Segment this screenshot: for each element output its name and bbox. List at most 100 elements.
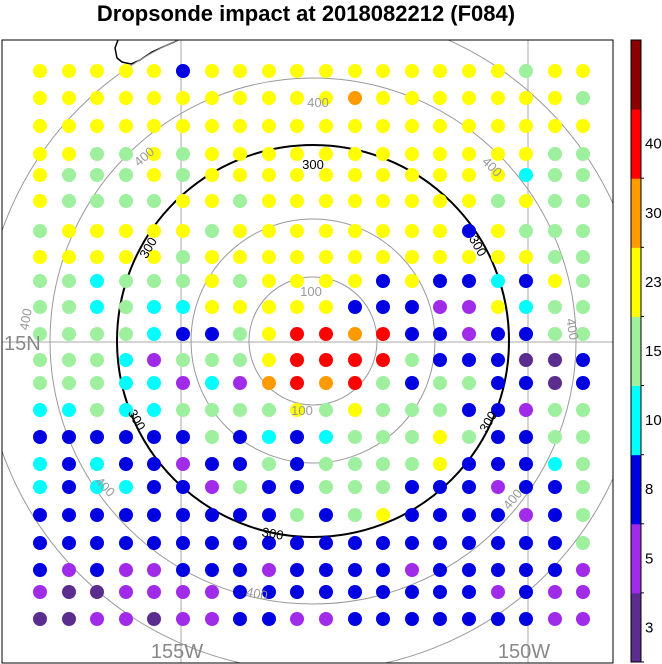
impact-dot-green (33, 224, 47, 238)
impact-dot-blue (319, 536, 333, 550)
impact-dot-blue (233, 430, 247, 444)
impact-dot-green (576, 194, 590, 208)
impact-dot-yellow (576, 119, 590, 133)
impact-dot-purple (176, 457, 190, 471)
impact-dot-darkpurple (90, 585, 104, 599)
impact-dot-blue (348, 563, 362, 577)
impact-dot-yellow (147, 119, 161, 133)
impact-dot-blue (519, 612, 533, 626)
impact-dot-yellow (33, 147, 47, 161)
impact-dot-blue (491, 430, 505, 444)
impact-dot-yellow (262, 147, 276, 161)
impact-dot-yellow (433, 430, 447, 444)
impact-dot-blue (548, 480, 562, 494)
impact-dot-green (319, 457, 333, 471)
impact-dot-green (376, 430, 390, 444)
impact-dot-yellow (205, 194, 219, 208)
impact-dot-blue (491, 508, 505, 522)
impact-dot-blue (62, 480, 76, 494)
impact-dot-cyan (262, 430, 276, 444)
impact-dot-cyan (33, 480, 47, 494)
impact-dot-cyan (90, 300, 104, 314)
impact-dot-blue (290, 536, 304, 550)
impact-dot-yellow (233, 119, 247, 133)
impact-dot-yellow (433, 64, 447, 78)
impact-dot-green (205, 353, 219, 367)
range-rings (2, 40, 613, 663)
impact-dot-yellow (119, 119, 133, 133)
impact-dot-yellow (491, 300, 505, 314)
impact-dot-red (290, 327, 304, 341)
impact-dot-yellow (33, 64, 47, 78)
impact-dot-green (176, 403, 190, 417)
impact-dot-blue (233, 536, 247, 550)
impact-dot-green (462, 430, 476, 444)
ring-400 (49, 77, 577, 605)
impact-dot-blue (519, 480, 533, 494)
impact-dot-green (548, 224, 562, 238)
impact-dot-green (576, 168, 590, 182)
impact-dot-green (90, 147, 104, 161)
impact-dot-yellow (233, 147, 247, 161)
impact-dot-darkpurple (147, 612, 161, 626)
impact-dot-blue (548, 508, 562, 522)
impact-dot-yellow (519, 250, 533, 264)
impact-dot-green (90, 168, 104, 182)
impact-dot-blue (519, 457, 533, 471)
impact-dot-darkpurple (548, 353, 562, 367)
impact-dot-green (119, 300, 133, 314)
impact-dot-blue (290, 563, 304, 577)
impact-dot-green (147, 274, 161, 288)
impact-dot-darkpurple (33, 612, 47, 626)
impact-dot-blue (433, 585, 447, 599)
impact-dot-yellow (290, 91, 304, 105)
impact-dot-green (119, 327, 133, 341)
colorbar-segment-yellow (631, 247, 641, 317)
impact-dot-purple (462, 300, 476, 314)
impact-dot-blue (262, 508, 276, 522)
impact-dot-yellow (262, 194, 276, 208)
impact-dot-blue (433, 563, 447, 577)
impact-dot-yellow (405, 168, 419, 182)
impact-dot-blue (462, 585, 476, 599)
colorbar: 3 5 8 10 15 23 30 40 (630, 39, 662, 663)
impact-dot-yellow (205, 168, 219, 182)
impact-dot-green (576, 327, 590, 341)
impact-dot-yellow (290, 64, 304, 78)
impact-dot-yellow (233, 64, 247, 78)
impact-dot-yellow (319, 224, 333, 238)
ring-100 (248, 276, 378, 406)
impact-dot-yellow (262, 119, 276, 133)
impact-dot-yellow (205, 274, 219, 288)
impact-dot-yellow (33, 119, 47, 133)
impact-dot-blue (376, 612, 390, 626)
impact-dot-purple (576, 585, 590, 599)
impact-dot-green (33, 376, 47, 390)
impact-dot-green (62, 376, 76, 390)
impact-dot-yellow (290, 194, 304, 208)
impact-dot-green (548, 147, 562, 161)
impact-dot-green (405, 457, 419, 471)
impact-dot-yellow (462, 147, 476, 161)
impact-dot-green (233, 353, 247, 367)
impact-dot-purple (119, 563, 133, 577)
impact-dot-green (576, 300, 590, 314)
impact-dot-blue (462, 353, 476, 367)
impact-dot-yellow (405, 224, 419, 238)
impact-dot-yellow (33, 194, 47, 208)
colorbar-segment-dkpurple (631, 592, 641, 663)
impact-dot-green (548, 250, 562, 264)
impact-dot-yellow (290, 250, 304, 264)
colorbar-segment-blue (631, 454, 641, 525)
impact-dot-blue (462, 612, 476, 626)
impact-dot-green (405, 353, 419, 367)
impact-dot-cyan (90, 480, 104, 494)
colorbar-segment-dkred (631, 40, 641, 110)
impact-dot-yellow (262, 327, 276, 341)
impact-dot-green (233, 327, 247, 341)
impact-dot-yellow (62, 91, 76, 105)
impact-dot-blue (491, 457, 505, 471)
impact-dot-red (348, 376, 362, 390)
impact-dot-yellow (348, 194, 362, 208)
